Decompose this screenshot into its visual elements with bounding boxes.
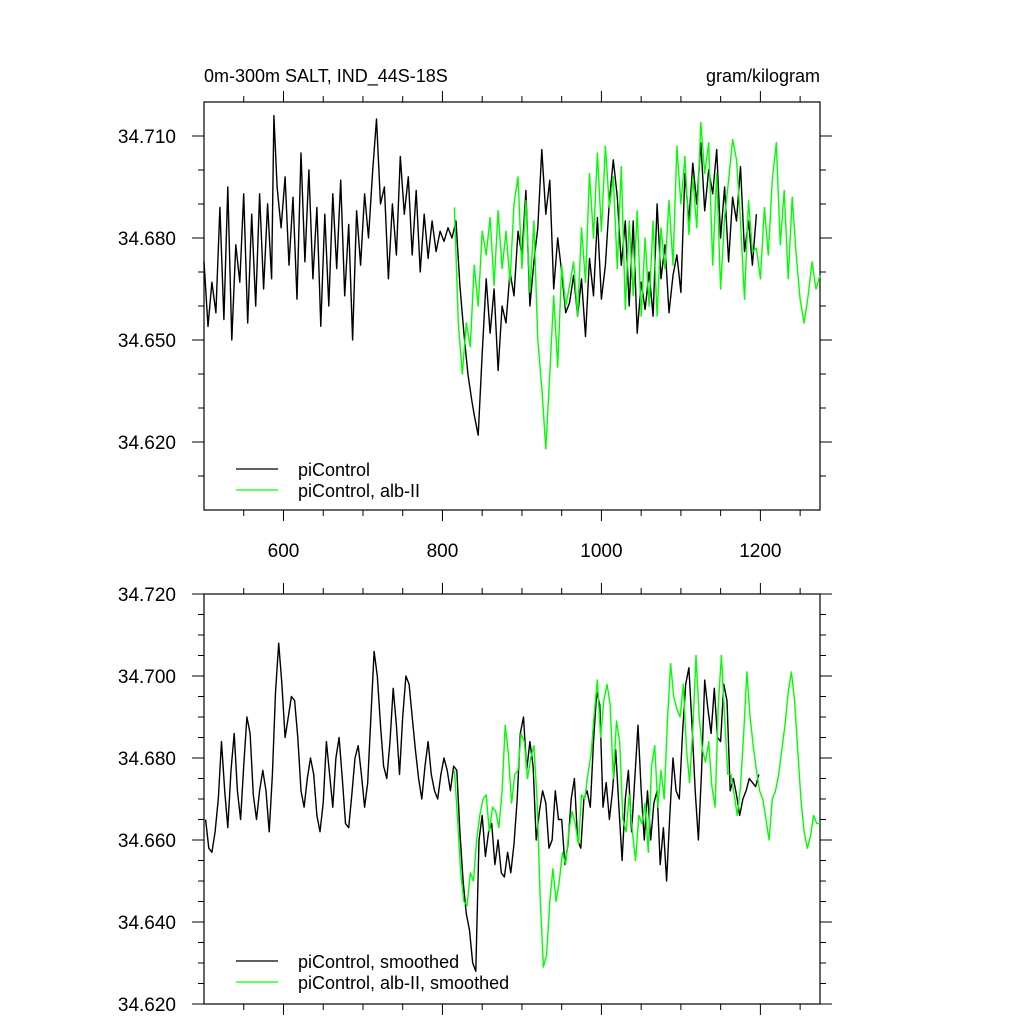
x-tick-label: 1200 [739, 541, 781, 562]
legend-bottom: piControl, smoothed piControl, alb-II, s… [236, 952, 509, 993]
y-tick-label: 34.620 [118, 433, 176, 454]
legend-label-picontrol-alb-ii-smoothed: piControl, alb-II, smoothed [298, 973, 509, 993]
series-lines-bottom [204, 642, 820, 972]
y-axis-labels-top: 34.620 34.650 34.680 34.710 [118, 127, 176, 454]
legend-top: piControl piControl, alb-II [236, 460, 420, 501]
units-label: gram/kilogram [706, 66, 820, 86]
axis-ticks-bottom [192, 583, 832, 1015]
y-tick-label: 34.680 [118, 229, 176, 250]
y-tick-label: 34.720 [118, 585, 176, 606]
y-tick-label: 34.710 [118, 127, 176, 148]
x-tick-label: 1000 [580, 541, 622, 562]
legend-label-picontrol: piControl [298, 460, 370, 480]
legend-label-picontrol-alb-ii: piControl, alb-II [298, 481, 420, 501]
axis-ticks-top [192, 91, 832, 521]
x-axis-labels-top: 600 800 1000 1200 [268, 541, 782, 562]
salinity-panel-raw: 0m-300m SALT, IND_44S-18S gram/kilogram … [118, 66, 832, 562]
picontrol-alb-ii-line [453, 121, 821, 450]
picontrol-smoothed-line [204, 642, 760, 972]
plot-frame-top [203, 101, 821, 511]
picontrol-alb-ii-smoothed-line [453, 654, 820, 968]
y-tick-label: 34.640 [118, 913, 176, 934]
series-lines-top [203, 114, 821, 450]
y-tick-label: 34.650 [118, 331, 176, 352]
x-tick-label: 600 [268, 541, 300, 562]
y-axis-labels-bottom: 34.620 34.640 34.660 34.680 34.700 34.720 [118, 585, 176, 1016]
legend-label-picontrol-smoothed: piControl, smoothed [298, 952, 459, 972]
y-tick-label: 34.700 [118, 667, 176, 688]
y-tick-label: 34.620 [118, 995, 176, 1016]
x-tick-label: 800 [427, 541, 459, 562]
y-tick-label: 34.660 [118, 831, 176, 852]
salinity-panel-smoothed: 34.620 34.640 34.660 34.680 34.700 34.720 piC… [118, 583, 832, 1016]
chart-title: 0m-300m SALT, IND_44S-18S [204, 66, 448, 87]
y-tick-label: 34.680 [118, 749, 176, 770]
